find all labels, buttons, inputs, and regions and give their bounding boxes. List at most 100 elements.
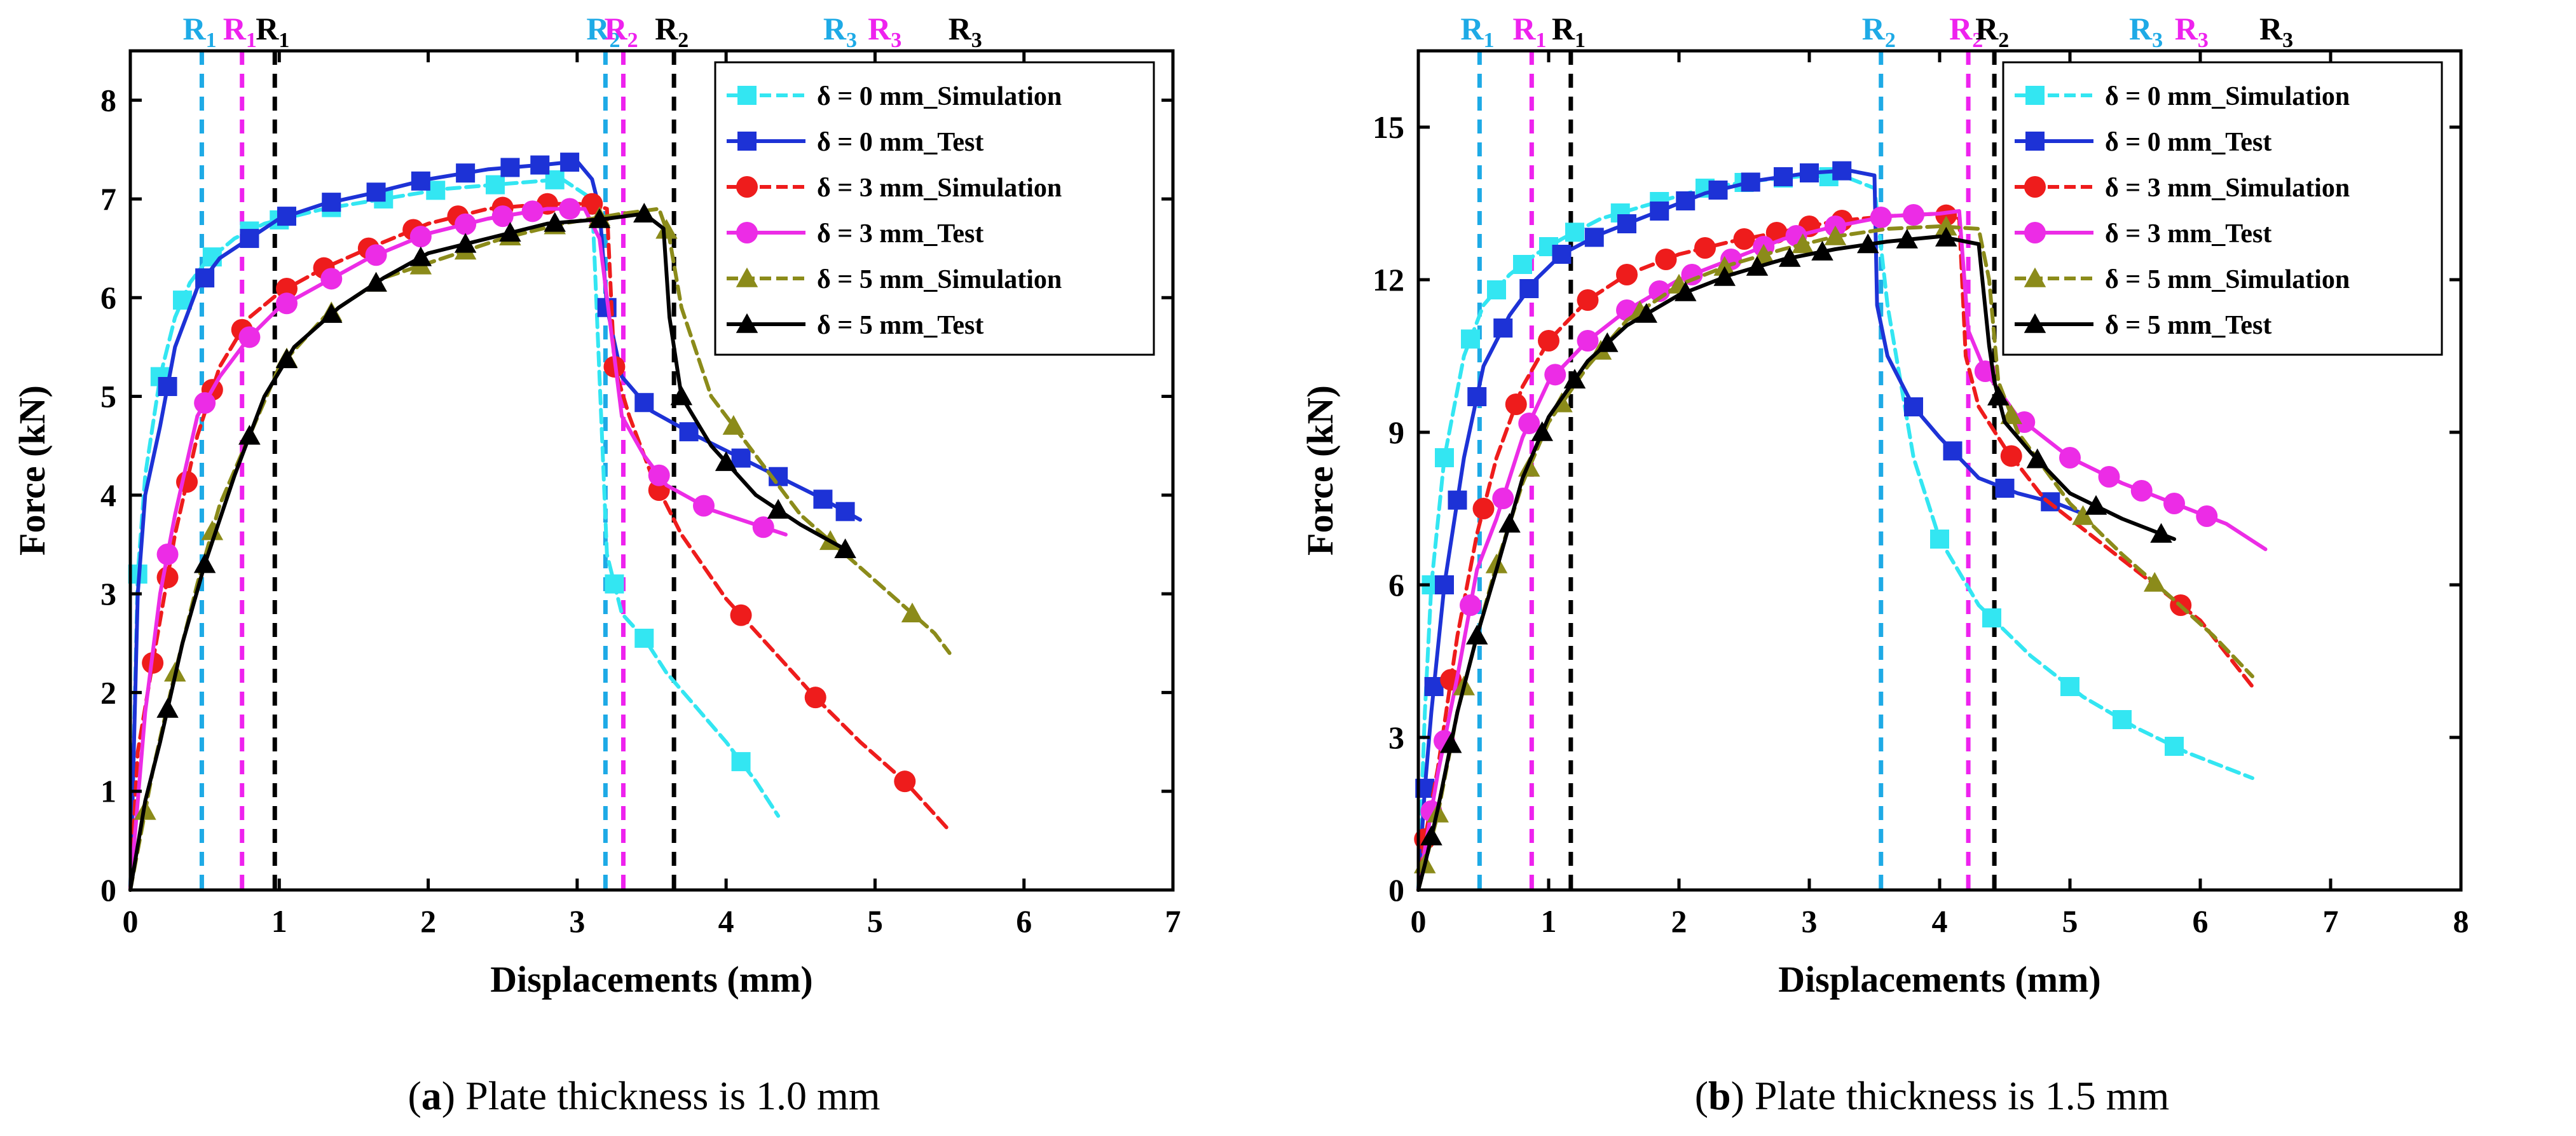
y-axis-title: Force (kN) <box>11 385 53 556</box>
data-point-2-2 <box>1472 498 1495 519</box>
data-point-1-0 <box>158 377 177 396</box>
legend-swatch-marker-3 <box>736 222 758 243</box>
data-point-1-5 <box>366 182 386 202</box>
data-point-0-11 <box>605 574 624 594</box>
data-point-3-3 <box>276 292 298 315</box>
data-point-5-8 <box>1675 281 1697 301</box>
region-label-subscript: 3 <box>891 29 901 52</box>
data-point-3-18 <box>2059 447 2081 469</box>
data-point-5-9 <box>544 212 566 232</box>
data-point-1-1 <box>195 268 215 288</box>
data-point-5-0 <box>1420 825 1442 845</box>
data-point-1-9 <box>1617 214 1636 233</box>
region-label-6: R3 <box>823 11 857 52</box>
data-point-1-8 <box>500 158 520 177</box>
data-point-5-14 <box>1896 228 1918 249</box>
x-tick-label-6: 6 <box>2193 903 2209 939</box>
region-label-4: R2 <box>604 11 638 52</box>
legend-label-2: δ = 3 mm_Simulation <box>817 174 1062 203</box>
data-point-4-11 <box>1792 233 1814 254</box>
x-tick-label-4: 4 <box>718 903 734 939</box>
x-tick-label-7: 7 <box>1165 903 1181 939</box>
data-point-4-13 <box>722 414 745 435</box>
y-tick-label-7: 7 <box>100 181 116 217</box>
data-point-5-13 <box>1857 233 1879 254</box>
region-label-1: R1 <box>1512 11 1546 52</box>
region-label-subscript: 1 <box>1535 29 1546 52</box>
y-tick-label-4: 12 <box>1373 262 1404 298</box>
data-point-3-9 <box>521 200 544 222</box>
data-point-1-12 <box>1708 181 1728 200</box>
x-tick-label-2: 2 <box>420 903 436 939</box>
series-line-5 <box>128 212 847 892</box>
data-point-5-6 <box>1596 332 1619 352</box>
legend-label-4: δ = 5 mm_Simulation <box>817 265 1062 294</box>
data-point-0-2 <box>1461 329 1480 349</box>
data-point-1-12 <box>634 393 654 413</box>
data-point-5-4 <box>1531 421 1553 441</box>
region-label-3: R2 <box>586 11 620 52</box>
data-point-0-4 <box>1513 255 1532 274</box>
data-point-4-12 <box>655 219 678 239</box>
series-markers-5 <box>1420 226 2172 845</box>
data-point-5-18 <box>2085 495 2107 515</box>
data-point-3-6 <box>1577 330 1599 352</box>
x-tick-label-0: 0 <box>1411 903 1427 939</box>
legend-box <box>714 61 1155 356</box>
x-tick-label-1: 1 <box>271 903 287 939</box>
data-point-5-14 <box>767 498 790 519</box>
region-label-subscript: 2 <box>1885 29 1896 52</box>
data-point-4-16 <box>2144 571 2166 592</box>
data-point-2-3 <box>1505 393 1527 415</box>
data-point-0-13 <box>1930 530 1949 549</box>
data-point-4-13 <box>1935 216 1957 236</box>
region-label-subscript: 1 <box>1483 29 1494 52</box>
data-point-3-10 <box>559 198 581 220</box>
y-tick-label-5: 15 <box>1373 109 1404 145</box>
data-point-3-6 <box>409 226 432 248</box>
data-point-5-8 <box>499 222 521 242</box>
data-point-2-16 <box>804 687 826 709</box>
series-line-0 <box>128 177 781 892</box>
data-point-1-18 <box>1943 441 1963 461</box>
data-point-4-12 <box>1824 225 1847 245</box>
region-label-8: R3 <box>949 11 982 52</box>
data-point-5-11 <box>1779 247 1801 267</box>
legend-box <box>2002 61 2443 356</box>
series-markers-1 <box>158 153 855 521</box>
data-point-5-10 <box>1746 256 1769 276</box>
data-point-0-3 <box>1487 280 1506 299</box>
data-point-1-14 <box>1774 167 1793 186</box>
region-label-subscript: 2 <box>678 29 689 52</box>
data-point-5-1 <box>1440 733 1462 753</box>
data-point-1-4 <box>322 193 341 212</box>
caption-open-paren: ( <box>408 1073 421 1118</box>
data-point-5-0 <box>156 698 179 718</box>
x-tick-label-8: 8 <box>2453 903 2469 939</box>
region-label-subscript: 1 <box>278 29 289 52</box>
region-label-subscript: 3 <box>2152 29 2163 52</box>
y-tick-label-0: 0 <box>100 872 116 908</box>
legend-swatch-marker-3 <box>2024 222 2046 243</box>
region-label-letter: R <box>2129 11 2153 46</box>
data-point-5-15 <box>1935 226 1957 247</box>
y-tick-label-8: 8 <box>100 83 116 118</box>
legend-swatch-marker-1 <box>2025 132 2045 151</box>
y-axis-title: Force (kN) <box>1299 385 1341 556</box>
region-label-letter: R <box>2259 11 2283 46</box>
data-point-1-3 <box>1448 490 1467 510</box>
caption-letter: b <box>1708 1073 1731 1118</box>
data-point-0-12 <box>634 629 654 648</box>
data-point-5-3 <box>1498 512 1521 533</box>
x-tick-label-5: 5 <box>867 903 883 939</box>
region-label-0: R1 <box>182 11 216 52</box>
region-label-subscript: 2 <box>627 29 638 52</box>
data-point-5-10 <box>588 208 611 228</box>
data-point-1-13 <box>1741 172 1760 192</box>
data-point-3-11 <box>648 464 670 486</box>
data-point-4-9 <box>1713 256 1736 276</box>
region-label-subscript: 1 <box>1575 29 1586 52</box>
x-tick-label-1: 1 <box>1541 903 1557 939</box>
data-point-3-7 <box>455 213 477 235</box>
